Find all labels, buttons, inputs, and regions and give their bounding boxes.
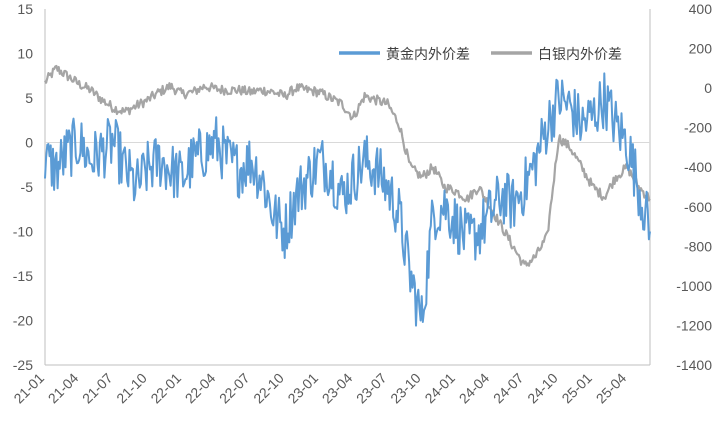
x-tick-label: 21-01 bbox=[10, 370, 47, 407]
y-tick-label: -10 bbox=[13, 224, 33, 240]
series-lines bbox=[44, 64, 651, 327]
x-tick-label: 24-07 bbox=[490, 370, 527, 407]
x-tick-label: 22-04 bbox=[182, 370, 219, 407]
y2-tick-label: -1400 bbox=[676, 357, 712, 373]
x-tick-label: 24-10 bbox=[524, 370, 561, 407]
y2-tick-label: -800 bbox=[684, 238, 712, 254]
legend-label-gold: 黄金内外价差 bbox=[386, 46, 470, 63]
series-line-silver bbox=[44, 64, 651, 267]
y2-tick-label: -1000 bbox=[676, 278, 712, 294]
y2-tick-label: -1200 bbox=[676, 317, 712, 333]
legend-label-silver: 白银内外价差 bbox=[538, 47, 622, 63]
y2-tick-label: 400 bbox=[689, 1, 713, 17]
x-tick-label: 22-07 bbox=[216, 370, 253, 407]
series-line-gold bbox=[44, 72, 651, 327]
y-tick-label: 15 bbox=[17, 1, 33, 17]
y2-tick-label: 200 bbox=[689, 41, 713, 57]
x-tick-label: 21-07 bbox=[79, 370, 116, 407]
y-tick-label: -15 bbox=[13, 268, 33, 284]
x-tick-label: 25-04 bbox=[593, 370, 630, 407]
y-tick-label: -25 bbox=[13, 357, 33, 373]
x-tick-label: 21-10 bbox=[113, 370, 150, 407]
axes bbox=[44, 9, 651, 366]
y-tick-label: 10 bbox=[17, 46, 33, 62]
y2-tick-label: -200 bbox=[684, 120, 712, 136]
x-tick-label: 21-04 bbox=[45, 370, 82, 407]
x-tick-label: 24-04 bbox=[456, 370, 493, 407]
y-tick-label: -20 bbox=[13, 313, 33, 329]
x-tick-label: 23-10 bbox=[387, 370, 424, 407]
x-tick-label: 22-01 bbox=[147, 370, 184, 407]
legend: 黄金内外价差 白银内外价差 bbox=[339, 46, 622, 63]
x-tick-label: 23-04 bbox=[319, 370, 356, 407]
y2-tick-label: 0 bbox=[704, 80, 712, 96]
x-tick-label: 25-01 bbox=[558, 370, 595, 407]
x-tick-label: 24-01 bbox=[421, 370, 458, 407]
y-tick-label: 0 bbox=[25, 135, 33, 151]
x-tick-label: 22-10 bbox=[250, 370, 287, 407]
y2-tick-label: -400 bbox=[684, 159, 712, 175]
x-tick-label: 23-07 bbox=[353, 370, 390, 407]
x-tick-label: 23-01 bbox=[284, 370, 321, 407]
y-tick-label: -5 bbox=[21, 179, 34, 195]
y2-tick-label: -600 bbox=[684, 199, 712, 215]
y-tick-label: 5 bbox=[25, 90, 33, 106]
